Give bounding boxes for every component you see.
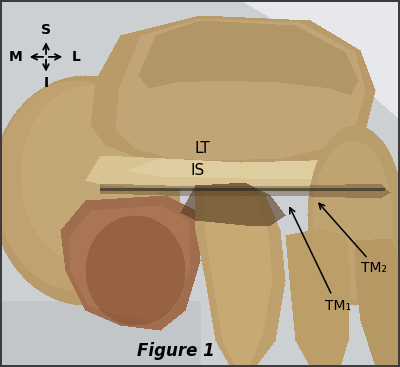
Text: M: M [9,50,23,64]
Text: S: S [41,23,51,37]
Text: Figure 1: Figure 1 [137,342,215,360]
Text: I: I [44,76,48,90]
Text: IS: IS [191,163,205,178]
Text: TM₂: TM₂ [361,261,387,275]
Text: TM₁: TM₁ [325,299,351,313]
Text: LT: LT [194,141,210,156]
Text: L: L [72,50,80,64]
